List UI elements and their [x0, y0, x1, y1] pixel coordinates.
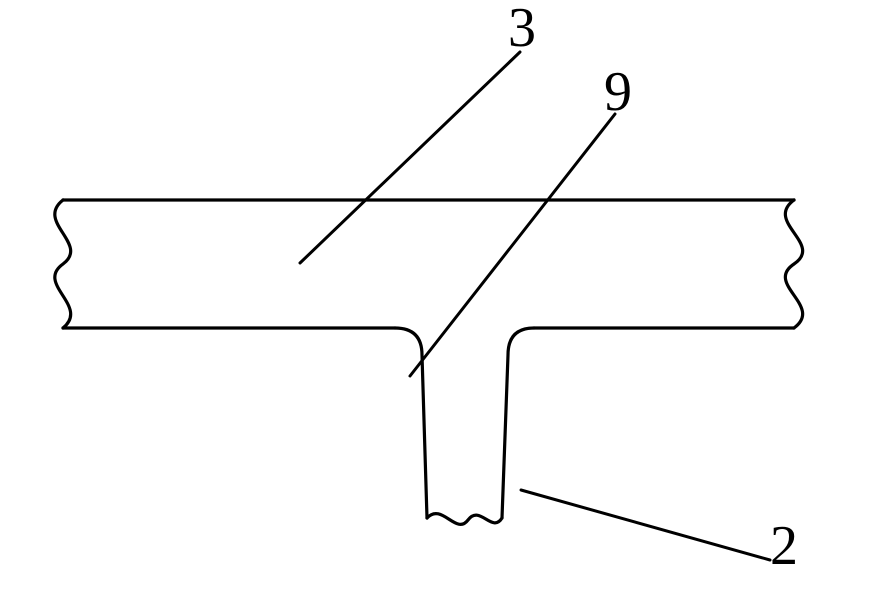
- leader-2: [521, 490, 770, 560]
- right-break-line: [785, 200, 802, 328]
- stem-left-edge: [395, 328, 427, 518]
- left-break-line: [55, 200, 71, 328]
- callout-label-2: 2: [770, 518, 798, 574]
- diagram-svg: [0, 0, 876, 589]
- stem-break-line: [427, 514, 502, 525]
- t-section-shape: [55, 200, 803, 524]
- callout-label-3: 3: [508, 0, 536, 56]
- leader-3: [300, 52, 520, 263]
- figure-root: 3 9 2: [0, 0, 876, 589]
- callout-label-9: 9: [604, 64, 632, 120]
- leader-lines: [300, 52, 770, 560]
- stem-right-edge: [502, 328, 534, 518]
